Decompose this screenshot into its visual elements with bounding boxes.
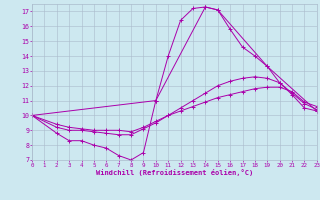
X-axis label: Windchill (Refroidissement éolien,°C): Windchill (Refroidissement éolien,°C) — [96, 169, 253, 176]
